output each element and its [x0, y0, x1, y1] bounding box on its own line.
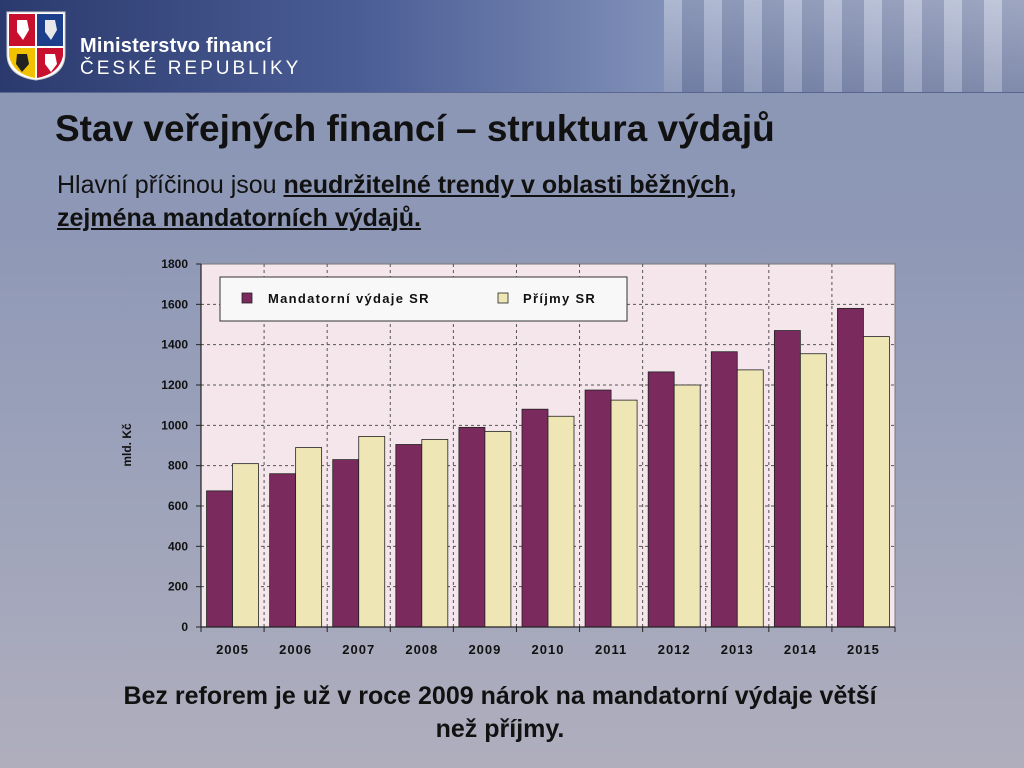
legend-label-prijmy: Příjmy SR [523, 291, 596, 306]
slide-title: Stav veřejných financí – struktura výdaj… [55, 108, 775, 149]
header-banner: Ministerstvo financí ČESKÉ REPUBLIKY [0, 0, 1024, 93]
bar-prijmy [799, 353, 827, 628]
bar-prijmy [232, 463, 259, 628]
y-tick-label: 800 [168, 459, 188, 473]
y-tick-label: 200 [168, 580, 188, 594]
y-tick-label: 1600 [161, 297, 188, 311]
x-tick-label: 2015 [847, 642, 880, 657]
conclusion-line-1: Bez reforem je už v roce 2009 nárok na m… [123, 682, 877, 710]
bar-prijmy [358, 436, 386, 628]
bar-prijmy [673, 384, 701, 628]
czech-coat-of-arms-icon [6, 11, 66, 81]
y-tick-label: 600 [168, 499, 188, 513]
conclusion-line-2: než příjmy. [435, 715, 565, 743]
legend-swatch-mandatorni-vydaje [241, 292, 253, 304]
ministry-name: Ministerstvo financí [80, 35, 272, 57]
x-tick-label: 2006 [279, 642, 312, 657]
ministry-subtitle: ČESKÉ REPUBLIKY [80, 58, 302, 79]
y-tick-label: 0 [181, 620, 188, 634]
bar-prijmy [484, 430, 512, 628]
bar-prijmy [547, 415, 575, 628]
bar-prijmy [736, 369, 764, 628]
bar-mandatorni-vydaje [269, 473, 297, 628]
building-photo [664, 0, 1024, 92]
x-tick-label: 2013 [721, 642, 754, 657]
y-tick-label: 400 [168, 539, 188, 553]
bar-mandatorni-vydaje [332, 459, 360, 628]
bar-mandatorni-vydaje [837, 307, 864, 628]
x-tick-label: 2009 [468, 642, 501, 657]
x-tick-label: 2008 [405, 642, 438, 657]
y-axis-label: mld. Kč [120, 423, 134, 467]
y-tick-label: 1400 [161, 338, 188, 352]
conclusion-text: Bez reforem je už v roce 2009 nárok na m… [0, 680, 1000, 746]
bar-mandatorni-vydaje [773, 330, 801, 628]
x-tick-label: 2005 [216, 642, 249, 657]
bar-prijmy [295, 447, 323, 628]
legend-swatch-prijmy [497, 292, 509, 304]
legend-label-mandatorni-vydaje: Mandatorní výdaje SR [268, 291, 430, 306]
y-tick-label: 1800 [161, 257, 188, 271]
y-tick-label: 1000 [161, 418, 188, 432]
x-tick-label: 2010 [532, 642, 565, 657]
legend-box [219, 276, 628, 322]
x-tick-label: 2007 [342, 642, 375, 657]
bar-mandatorni-vydaje [458, 426, 486, 628]
slide-subtitle: Hlavní příčinou jsou neudržitelné trendy… [57, 169, 877, 235]
subtitle-emphasis-1: neudržitelné trendy v oblasti běžných, [283, 171, 737, 199]
bar-mandatorni-vydaje [584, 389, 612, 628]
bar-mandatorni-vydaje [647, 371, 675, 628]
x-tick-label: 2014 [784, 642, 817, 657]
bar-mandatorni-vydaje [710, 351, 738, 628]
bar-mandatorni-vydaje [395, 444, 423, 628]
y-tick-label: 1200 [161, 378, 188, 392]
subtitle-plain: Hlavní příčinou jsou [57, 171, 284, 199]
x-tick-label: 2012 [658, 642, 691, 657]
bar-prijmy [863, 336, 890, 628]
x-tick-label: 2011 [595, 642, 627, 657]
bar-mandatorni-vydaje [206, 490, 233, 628]
subtitle-emphasis-2: zejména mandatorních výdajů. [57, 204, 421, 232]
bar-prijmy [421, 439, 449, 628]
bar-prijmy [610, 399, 638, 628]
bar-mandatorni-vydaje [521, 408, 549, 628]
